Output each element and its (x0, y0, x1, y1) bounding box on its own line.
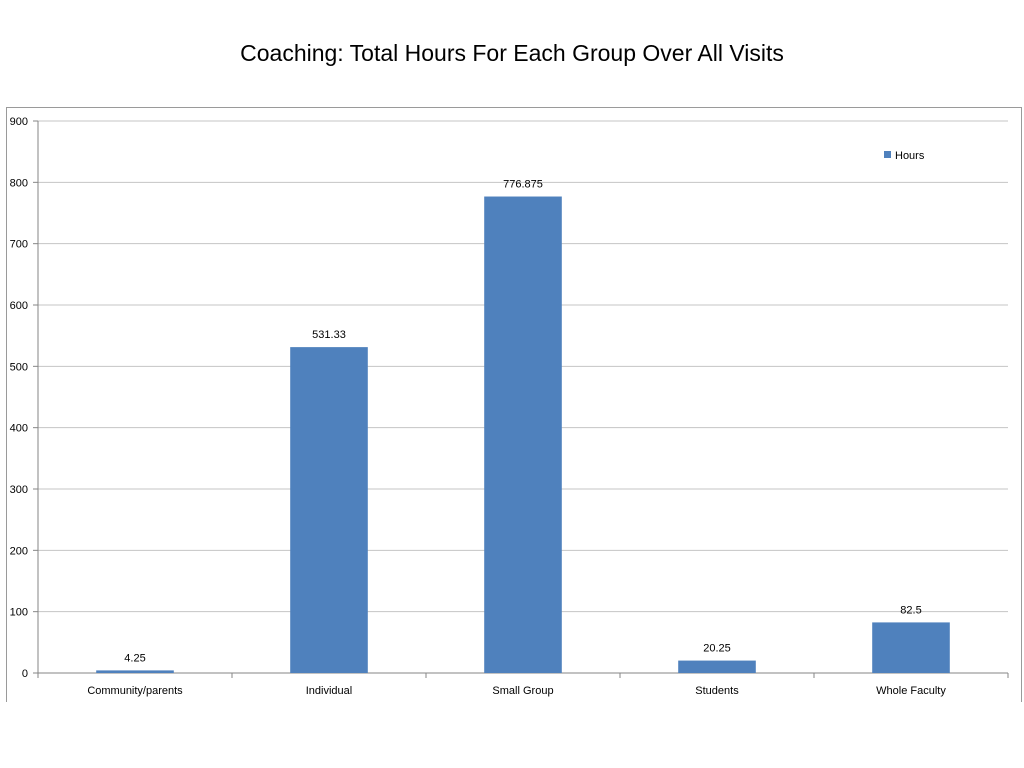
data-label: 20.25 (703, 643, 731, 655)
data-label: 82.5 (900, 604, 921, 616)
y-tick-label: 500 (10, 361, 28, 373)
legend-swatch (884, 151, 891, 158)
x-tick-label: Individual (306, 685, 352, 697)
data-label: 776.875 (503, 179, 543, 191)
legend-label: Hours (895, 150, 925, 162)
data-label: 531.33 (312, 329, 346, 341)
y-tick-label: 600 (10, 300, 28, 312)
y-tick-label: 800 (10, 177, 28, 189)
bar-small-group (484, 196, 562, 673)
y-tick-label: 200 (10, 545, 28, 557)
bar-individual (290, 347, 368, 673)
y-tick-label: 400 (10, 423, 28, 435)
bar-whole-faculty (872, 622, 950, 673)
y-tick-label: 700 (10, 239, 28, 251)
y-tick-label: 900 (10, 116, 28, 128)
bar-community-parents (96, 670, 174, 673)
y-tick-label: 0 (22, 668, 28, 680)
y-tick-label: 100 (10, 607, 28, 619)
data-label: 4.25 (124, 652, 145, 664)
x-tick-label: Students (695, 685, 739, 697)
x-tick-label: Whole Faculty (876, 685, 946, 697)
x-tick-label: Community/parents (87, 685, 183, 697)
x-tick-label: Small Group (492, 685, 553, 697)
bar-students (678, 660, 756, 673)
chart-frame (6, 107, 1022, 702)
y-tick-label: 300 (10, 484, 28, 496)
chart-title: Coaching: Total Hours For Each Group Ove… (240, 40, 784, 66)
